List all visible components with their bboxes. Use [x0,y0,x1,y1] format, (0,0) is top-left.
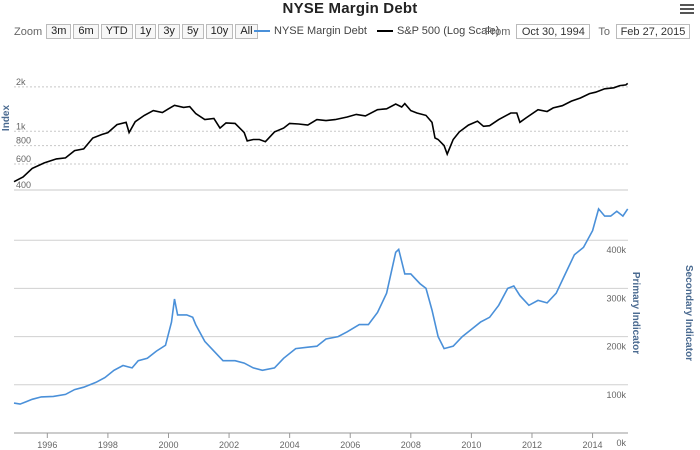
x-tick-label: 2002 [219,440,239,450]
x-tick-label: 2010 [461,440,481,450]
from-label: From [484,25,511,38]
to-label: To [598,25,610,38]
secondary-indicator-label: Secondary Indicator [683,265,694,361]
zoom-3y-button[interactable]: 3y [158,24,180,39]
zoom-ytd-button[interactable]: YTD [100,24,133,39]
legend-item-sp500[interactable]: S&P 500 (Log Scale) [376,25,500,37]
top-y-tick-label: 800 [16,136,31,146]
x-tick-label: 2006 [340,440,360,450]
zoom-3m-button[interactable]: 3m [46,24,72,39]
margin-debt-line [13,207,629,405]
zoom-5y-button[interactable]: 5y [181,24,204,39]
x-tick-label: 1998 [98,440,118,450]
index-axis-label: Index [1,105,12,132]
primary-indicator-label: Primary Indicator [630,272,641,354]
x-tick-label: 2014 [583,440,603,450]
legend-label: S&P 500 (Log Scale) [396,25,500,37]
bottom-y-tick-label: 100k [606,390,626,400]
bottom-panel-grid: 0k 100k 200k 300k 400k [14,239,628,448]
x-tick-label: 2000 [158,440,178,450]
zoom-all-button[interactable]: All [235,24,258,39]
legend-swatch [376,30,393,32]
top-y-tick-label: 1k [16,121,26,131]
to-date-input[interactable] [616,24,690,39]
legend-item-margin-debt[interactable]: NYSE Margin Debt [254,25,367,37]
date-range: From To [485,24,690,39]
bottom-y-tick-label: 200k [606,342,626,352]
x-tick-label: 1996 [37,440,57,450]
top-panel-grid: 2k 1k 800 600 400 [14,77,628,191]
from-date-input[interactable] [516,24,591,39]
legend-swatch [254,30,270,32]
zoom-controls: Zoom 3m 6m YTD 1y 3y 5y 10y All [14,24,260,39]
zoom-1y-button[interactable]: 1y [134,24,157,39]
chart-title: NYSE Margin Debt [282,0,418,17]
x-tick-label: 2008 [401,440,421,450]
bottom-y-tick-label: 300k [606,293,626,303]
bottom-y-tick-label: 0k [616,438,626,448]
zoom-6m-button[interactable]: 6m [73,24,99,39]
x-tick-label: 2012 [522,440,542,450]
zoom-10y-button[interactable]: 10y [205,24,234,39]
x-axis: 1996 1998 2000 2002 2004 2006 2008 2010 2012 2014 [14,432,628,450]
legend: NYSE Margin Debt S&P 500 (Log Scale) [254,25,509,37]
top-y-tick-label: 2k [16,77,26,87]
bottom-y-tick-label: 400k [606,245,626,255]
top-y-tick-label: 600 [16,154,31,164]
legend-label: NYSE Margin Debt [274,25,367,37]
sp500-line [13,82,629,183]
menu-icon[interactable] [680,2,694,15]
zoom-label: Zoom [14,25,43,38]
top-y-tick-label: 400 [16,180,31,190]
x-tick-label: 2004 [280,440,300,450]
